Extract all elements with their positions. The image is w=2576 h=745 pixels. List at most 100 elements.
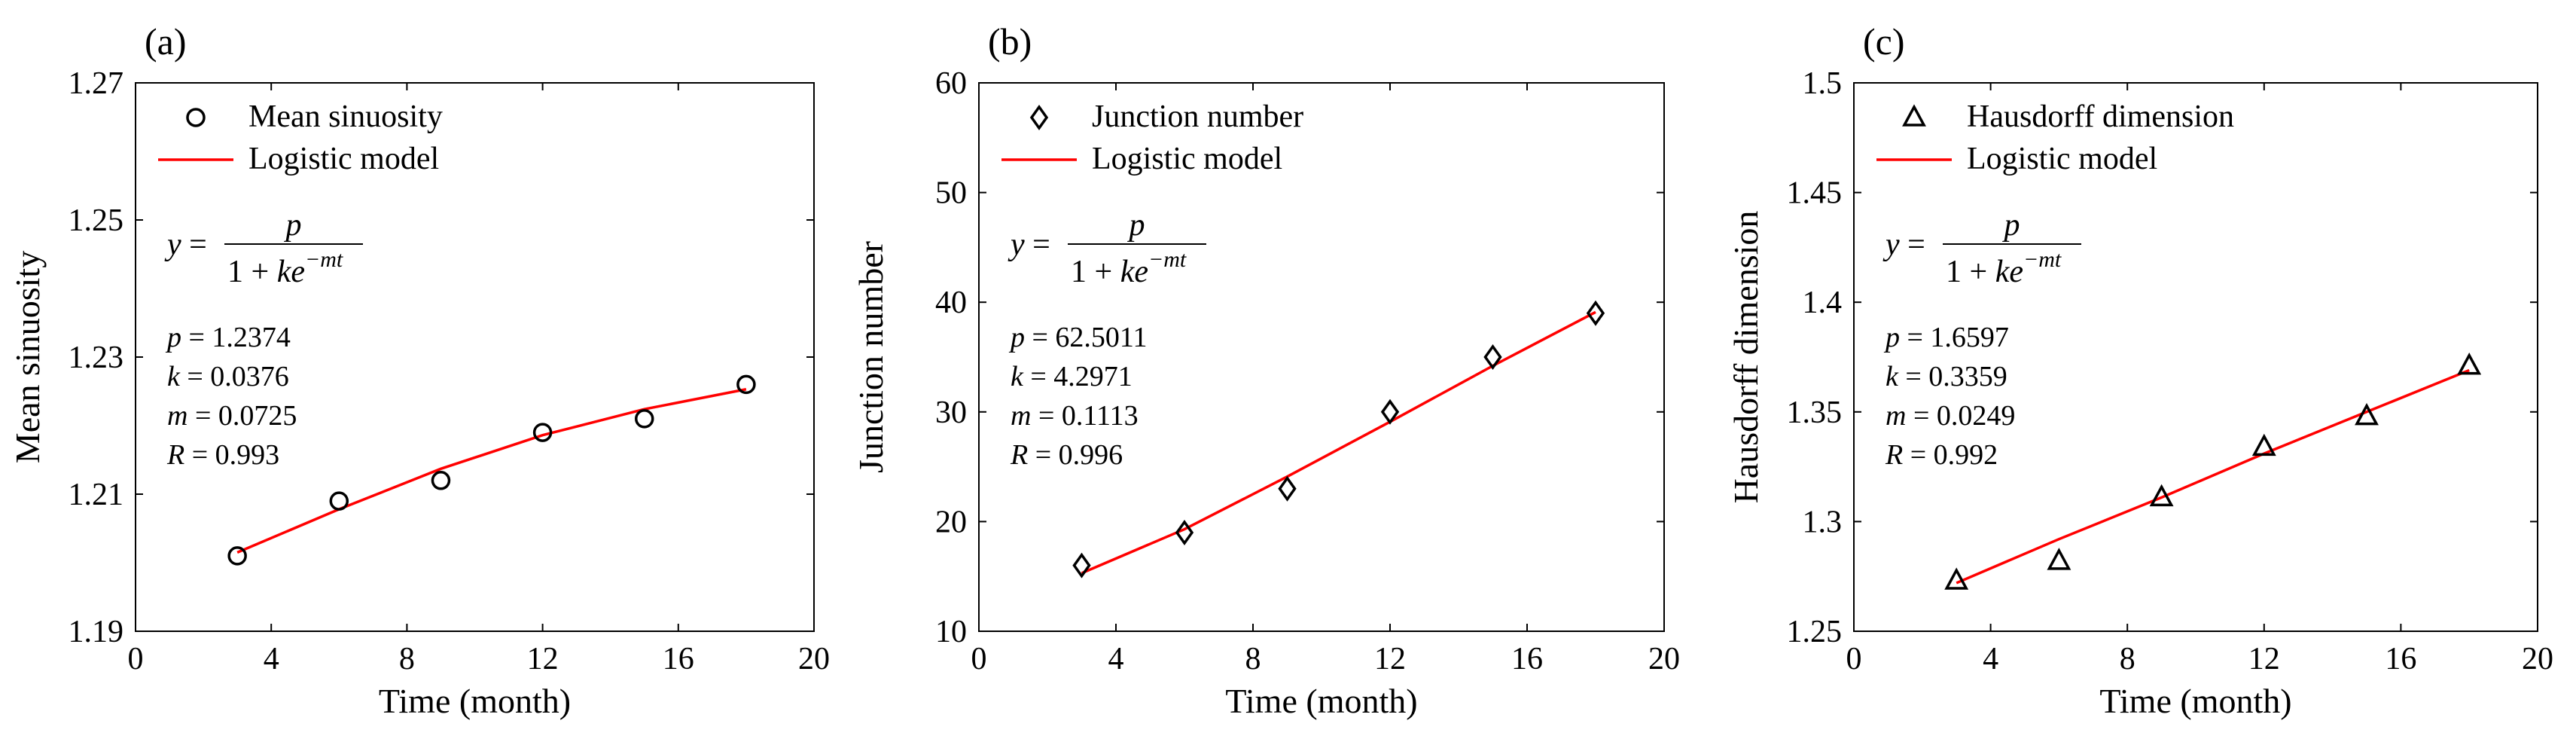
logistic-model-line bbox=[1956, 368, 2470, 585]
y-tick-label: 10 bbox=[935, 615, 967, 649]
y-tick-label: 1.5 bbox=[1803, 66, 1843, 101]
plot-area bbox=[1853, 82, 2538, 632]
data-point-2 bbox=[2149, 484, 2174, 507]
x-tick-label: 4 bbox=[1983, 642, 1998, 676]
data-point-1 bbox=[1175, 519, 1194, 545]
data-point-4 bbox=[635, 409, 654, 429]
param-p: p = 1.6597 bbox=[1883, 322, 2009, 353]
data-point-legend bbox=[1029, 104, 1049, 131]
x-tick-label: 4 bbox=[1108, 642, 1124, 676]
x-tick-label: 12 bbox=[527, 642, 559, 676]
plot-area bbox=[978, 82, 1665, 632]
y-tick-label: 1.4 bbox=[1803, 285, 1843, 320]
x-tick-label: 12 bbox=[2248, 642, 2280, 676]
equation-denominator: 1 + ke−mt bbox=[1071, 247, 1187, 289]
x-tick-label: 20 bbox=[1648, 642, 1680, 676]
panel-a: 0 4 8 12 16 20 1.19 1.21 1.23 1.25 1.27 Time (month… bbox=[8, 20, 830, 720]
param-m: m = 0.0249 bbox=[1886, 400, 2015, 432]
data-point-1 bbox=[329, 491, 349, 511]
equation-numerator: p bbox=[2002, 208, 2020, 243]
legend-observed-label: Mean sinuosity bbox=[248, 99, 443, 134]
equation-lhs: y = bbox=[1008, 227, 1050, 262]
equation-lhs: y = bbox=[164, 227, 207, 262]
equation-numerator: p bbox=[284, 208, 302, 243]
x-tick-label: 8 bbox=[399, 642, 415, 676]
y-tick-label: 30 bbox=[935, 395, 967, 430]
y-tick-label: 1.19 bbox=[69, 615, 124, 649]
data-point-0 bbox=[1072, 552, 1091, 579]
x-axis-label: Time (month) bbox=[1225, 682, 1417, 720]
data-point-0 bbox=[1944, 567, 1969, 590]
equation-lhs: y = bbox=[1882, 227, 1925, 262]
x-tick-label: 8 bbox=[1245, 642, 1261, 676]
x-tick-label: 16 bbox=[1511, 642, 1543, 676]
x-tick-label: 8 bbox=[2120, 642, 2135, 676]
x-axis-label: Time (month) bbox=[379, 682, 571, 720]
y-axis-label: Junction number bbox=[852, 241, 890, 473]
panel-label: (b) bbox=[988, 20, 1032, 63]
data-point-2 bbox=[431, 471, 451, 490]
x-tick-label: 0 bbox=[1846, 642, 1862, 676]
legend-model-label: Logistic model bbox=[1092, 142, 1282, 176]
param-p: p = 62.5011 bbox=[1008, 322, 1148, 353]
legend-observed-label: Hausdorff dimension bbox=[1967, 99, 2234, 134]
plot-area bbox=[135, 82, 815, 632]
param-k: k = 0.3359 bbox=[1886, 361, 2007, 392]
data-point-4 bbox=[1483, 343, 1502, 371]
param-m: m = 0.0725 bbox=[167, 400, 297, 432]
param-p: p = 1.2374 bbox=[165, 322, 291, 353]
y-tick-label: 50 bbox=[935, 176, 967, 211]
x-axis-label: Time (month) bbox=[2099, 682, 2291, 720]
data-point-legend bbox=[1902, 104, 1926, 127]
data-point-1 bbox=[2047, 548, 2071, 570]
param-k: k = 0.0376 bbox=[167, 361, 289, 392]
data-point-3 bbox=[2251, 433, 2276, 456]
data-point-5 bbox=[2457, 352, 2482, 375]
param-k: k = 4.2971 bbox=[1011, 361, 1133, 392]
data-point-5 bbox=[1586, 300, 1605, 326]
x-tick-label: 0 bbox=[128, 642, 144, 676]
data-point-5 bbox=[736, 374, 756, 395]
legend-model-label: Logistic model bbox=[1967, 142, 2157, 176]
legend-model-label: Logistic model bbox=[248, 142, 439, 176]
equation-denominator: 1 + ke−mt bbox=[1946, 247, 2062, 289]
y-tick-label: 1.23 bbox=[69, 340, 124, 375]
x-tick-label: 16 bbox=[663, 642, 694, 676]
panel-label: (a) bbox=[145, 20, 187, 63]
panel-label: (c) bbox=[1863, 20, 1905, 63]
x-tick-label: 20 bbox=[798, 642, 830, 676]
x-tick-label: 4 bbox=[264, 642, 279, 676]
x-tick-label: 16 bbox=[2385, 642, 2416, 676]
y-tick-label: 1.25 bbox=[1787, 615, 1843, 649]
x-tick-label: 20 bbox=[2522, 642, 2553, 676]
param-R: R = 0.993 bbox=[166, 439, 279, 471]
y-tick-label: 1.21 bbox=[69, 478, 124, 512]
equation-numerator: p bbox=[1127, 208, 1145, 243]
data-point-0 bbox=[227, 546, 247, 566]
panel-b: 0 4 8 12 16 20 10 20 30 40 50 60 Time (month) Junctio… bbox=[852, 20, 1680, 720]
legend-observed-label: Junction number bbox=[1092, 99, 1303, 134]
y-tick-label: 1.3 bbox=[1803, 505, 1843, 539]
param-m: m = 0.1113 bbox=[1011, 400, 1139, 432]
panel-c: 0 4 8 12 16 20 1.25 1.3 1.35 1.4 1.45 1.5 Time (mont… bbox=[1727, 20, 2553, 720]
y-axis-label: Hausdorff dimension bbox=[1727, 211, 1765, 504]
y-tick-label: 1.35 bbox=[1787, 395, 1843, 430]
param-R: R = 0.992 bbox=[1885, 439, 1998, 471]
logistic-model-line bbox=[236, 388, 747, 554]
data-point-3 bbox=[532, 423, 553, 442]
data-point-3 bbox=[1380, 398, 1400, 425]
x-tick-label: 12 bbox=[1374, 642, 1406, 676]
y-tick-label: 1.27 bbox=[69, 66, 124, 101]
y-tick-label: 1.25 bbox=[69, 203, 124, 238]
y-tick-label: 60 bbox=[935, 66, 967, 101]
y-tick-label: 1.45 bbox=[1787, 176, 1843, 211]
param-R: R = 0.996 bbox=[1010, 439, 1123, 471]
y-tick-label: 40 bbox=[935, 285, 967, 320]
x-tick-label: 0 bbox=[971, 642, 987, 676]
data-point-4 bbox=[2355, 402, 2379, 426]
y-tick-label: 20 bbox=[935, 505, 967, 539]
data-point-legend bbox=[186, 108, 206, 127]
data-point-2 bbox=[1278, 475, 1297, 502]
